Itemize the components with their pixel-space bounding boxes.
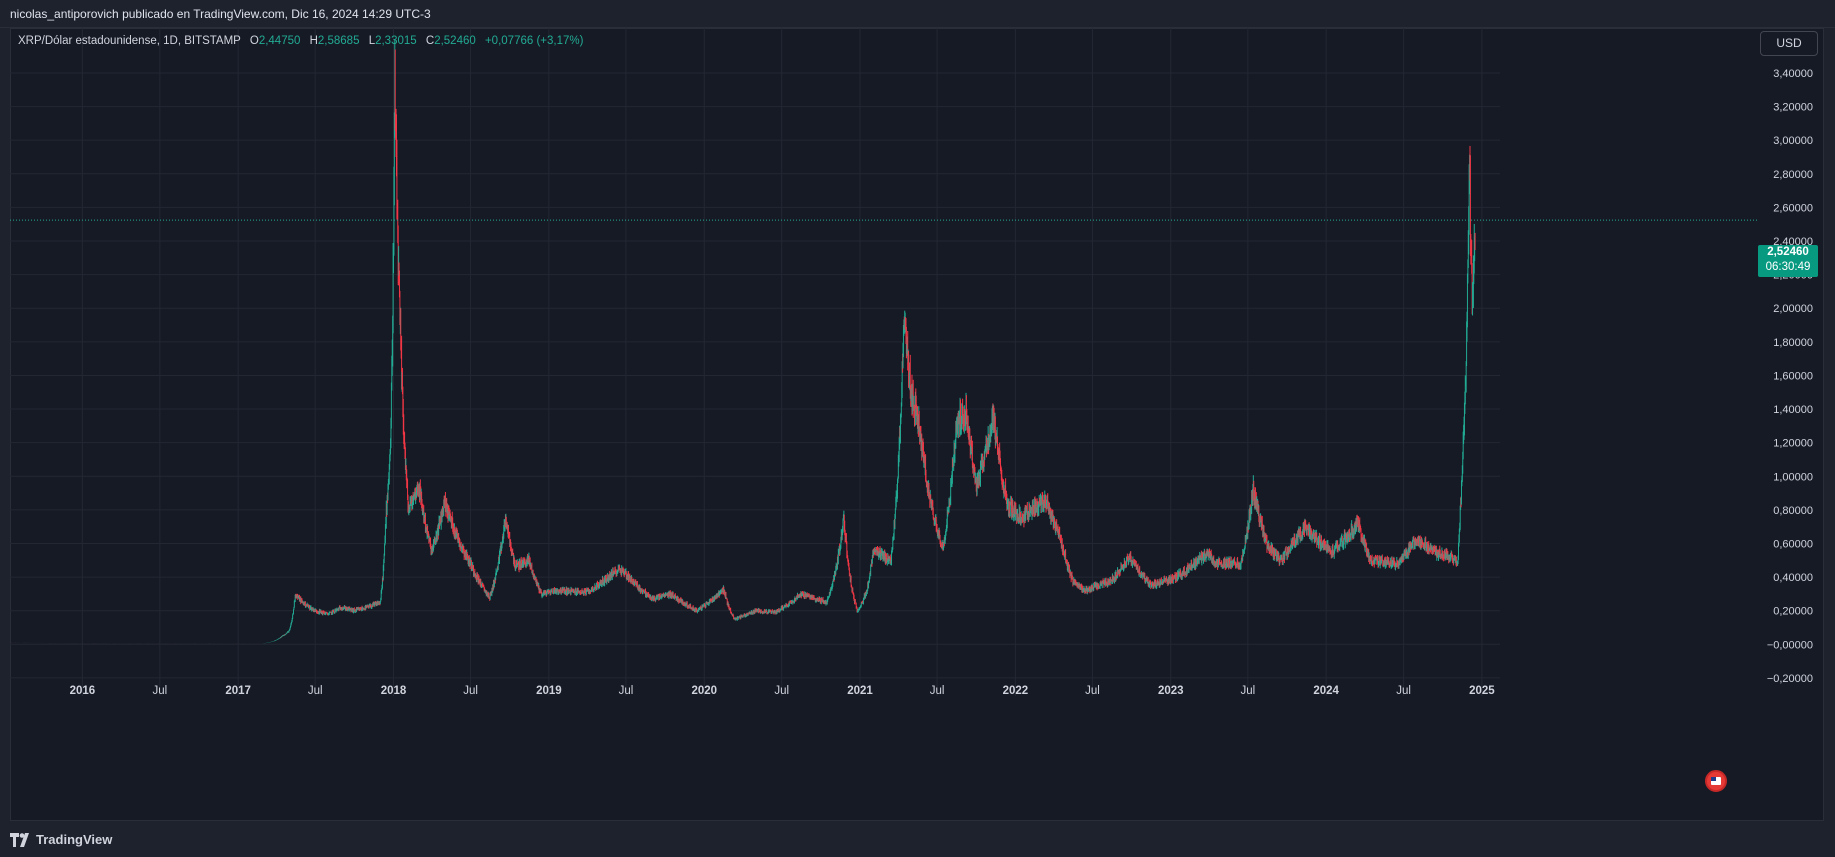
x-tick-label: Jul [930,685,945,697]
bar-countdown: 06:30:49 [1765,261,1811,273]
high-label: H [309,35,318,47]
y-tick-label: 0,80000 [1773,505,1813,517]
y-tick-label: −0,00000 [1767,639,1813,651]
y-tick-label: 1,20000 [1773,438,1813,450]
close-value: 2,52460 [434,35,476,47]
price-chart[interactable]: 3,400003,200003,000002,800002,600002,400… [10,28,1824,821]
x-tick-label: Jul [1240,685,1255,697]
tradingview-logo-icon [10,833,29,847]
x-tick-label: 2021 [847,685,873,697]
symbol-legend: XRP/Dólar estadounidense, 1D, BITSTAMP O… [18,35,583,47]
y-tick-label: 1,80000 [1773,337,1813,349]
y-tick-label: −0,20000 [1767,673,1813,685]
x-tick-label: 2022 [1003,685,1029,697]
footer-bar: TradingView [0,823,1835,857]
y-tick-label: 3,20000 [1773,102,1813,114]
x-tick-label: 2020 [691,685,717,697]
x-tick-label: Jul [308,685,323,697]
x-tick-label: Jul [463,685,478,697]
chart-grid [10,28,1500,696]
y-tick-label: 2,80000 [1773,169,1813,181]
x-tick-label: 2019 [536,685,562,697]
x-tick-label: 2018 [381,685,407,697]
y-tick-label: 2,00000 [1773,303,1813,315]
currency-button[interactable]: USD [1760,31,1818,56]
low-label: L [368,35,376,47]
x-tick-label: Jul [619,685,634,697]
last-price-badge: 2,52460 06:30:49 [1758,245,1818,277]
symbol-info: XRP/Dólar estadounidense, 1D, BITSTAMP [18,35,241,47]
x-tick-label: 2016 [70,685,96,697]
high-value: 2,58685 [317,35,360,47]
publisher-header: nicolas_antiporovich publicado en Tradin… [0,0,1835,28]
y-tick-label: 0,20000 [1773,606,1813,618]
open-value: 2,44750 [258,35,301,47]
candles [10,39,1476,644]
x-tick-label: Jul [774,685,789,697]
y-tick-label: 3,00000 [1773,135,1813,147]
price-axis: 3,400003,200003,000002,800002,600002,400… [1767,68,1813,685]
x-tick-label: 2025 [1469,685,1495,697]
x-tick-label: 2017 [225,685,251,697]
tradingview-brand: TradingView [36,832,113,847]
time-axis: 2016 Jul 2017 Jul 2018 Jul 2019 Jul 2020 Jul 2021 J… [70,685,1496,697]
x-tick-label: Jul [152,685,167,697]
y-tick-label: 0,60000 [1773,538,1813,550]
y-tick-label: 0,40000 [1773,572,1813,584]
open-label: O [249,35,259,47]
x-tick-label: 2023 [1158,685,1184,697]
y-tick-label: 1,00000 [1773,471,1813,483]
low-value: 2,33015 [375,35,417,47]
y-tick-label: 2,60000 [1773,202,1813,214]
x-tick-label: Jul [1085,685,1100,697]
y-tick-label: 1,40000 [1773,404,1813,416]
x-tick-label: 2024 [1313,685,1339,697]
last-price-value: 2,52460 [1767,246,1809,258]
change-value: +0,07766 (+3,17%) [484,35,584,47]
y-tick-label: 3,40000 [1773,68,1813,80]
close-label: C [425,35,435,47]
us-flag-icon[interactable] [1705,770,1727,792]
y-tick-label: 1,60000 [1773,370,1813,382]
x-tick-label: Jul [1396,685,1411,697]
